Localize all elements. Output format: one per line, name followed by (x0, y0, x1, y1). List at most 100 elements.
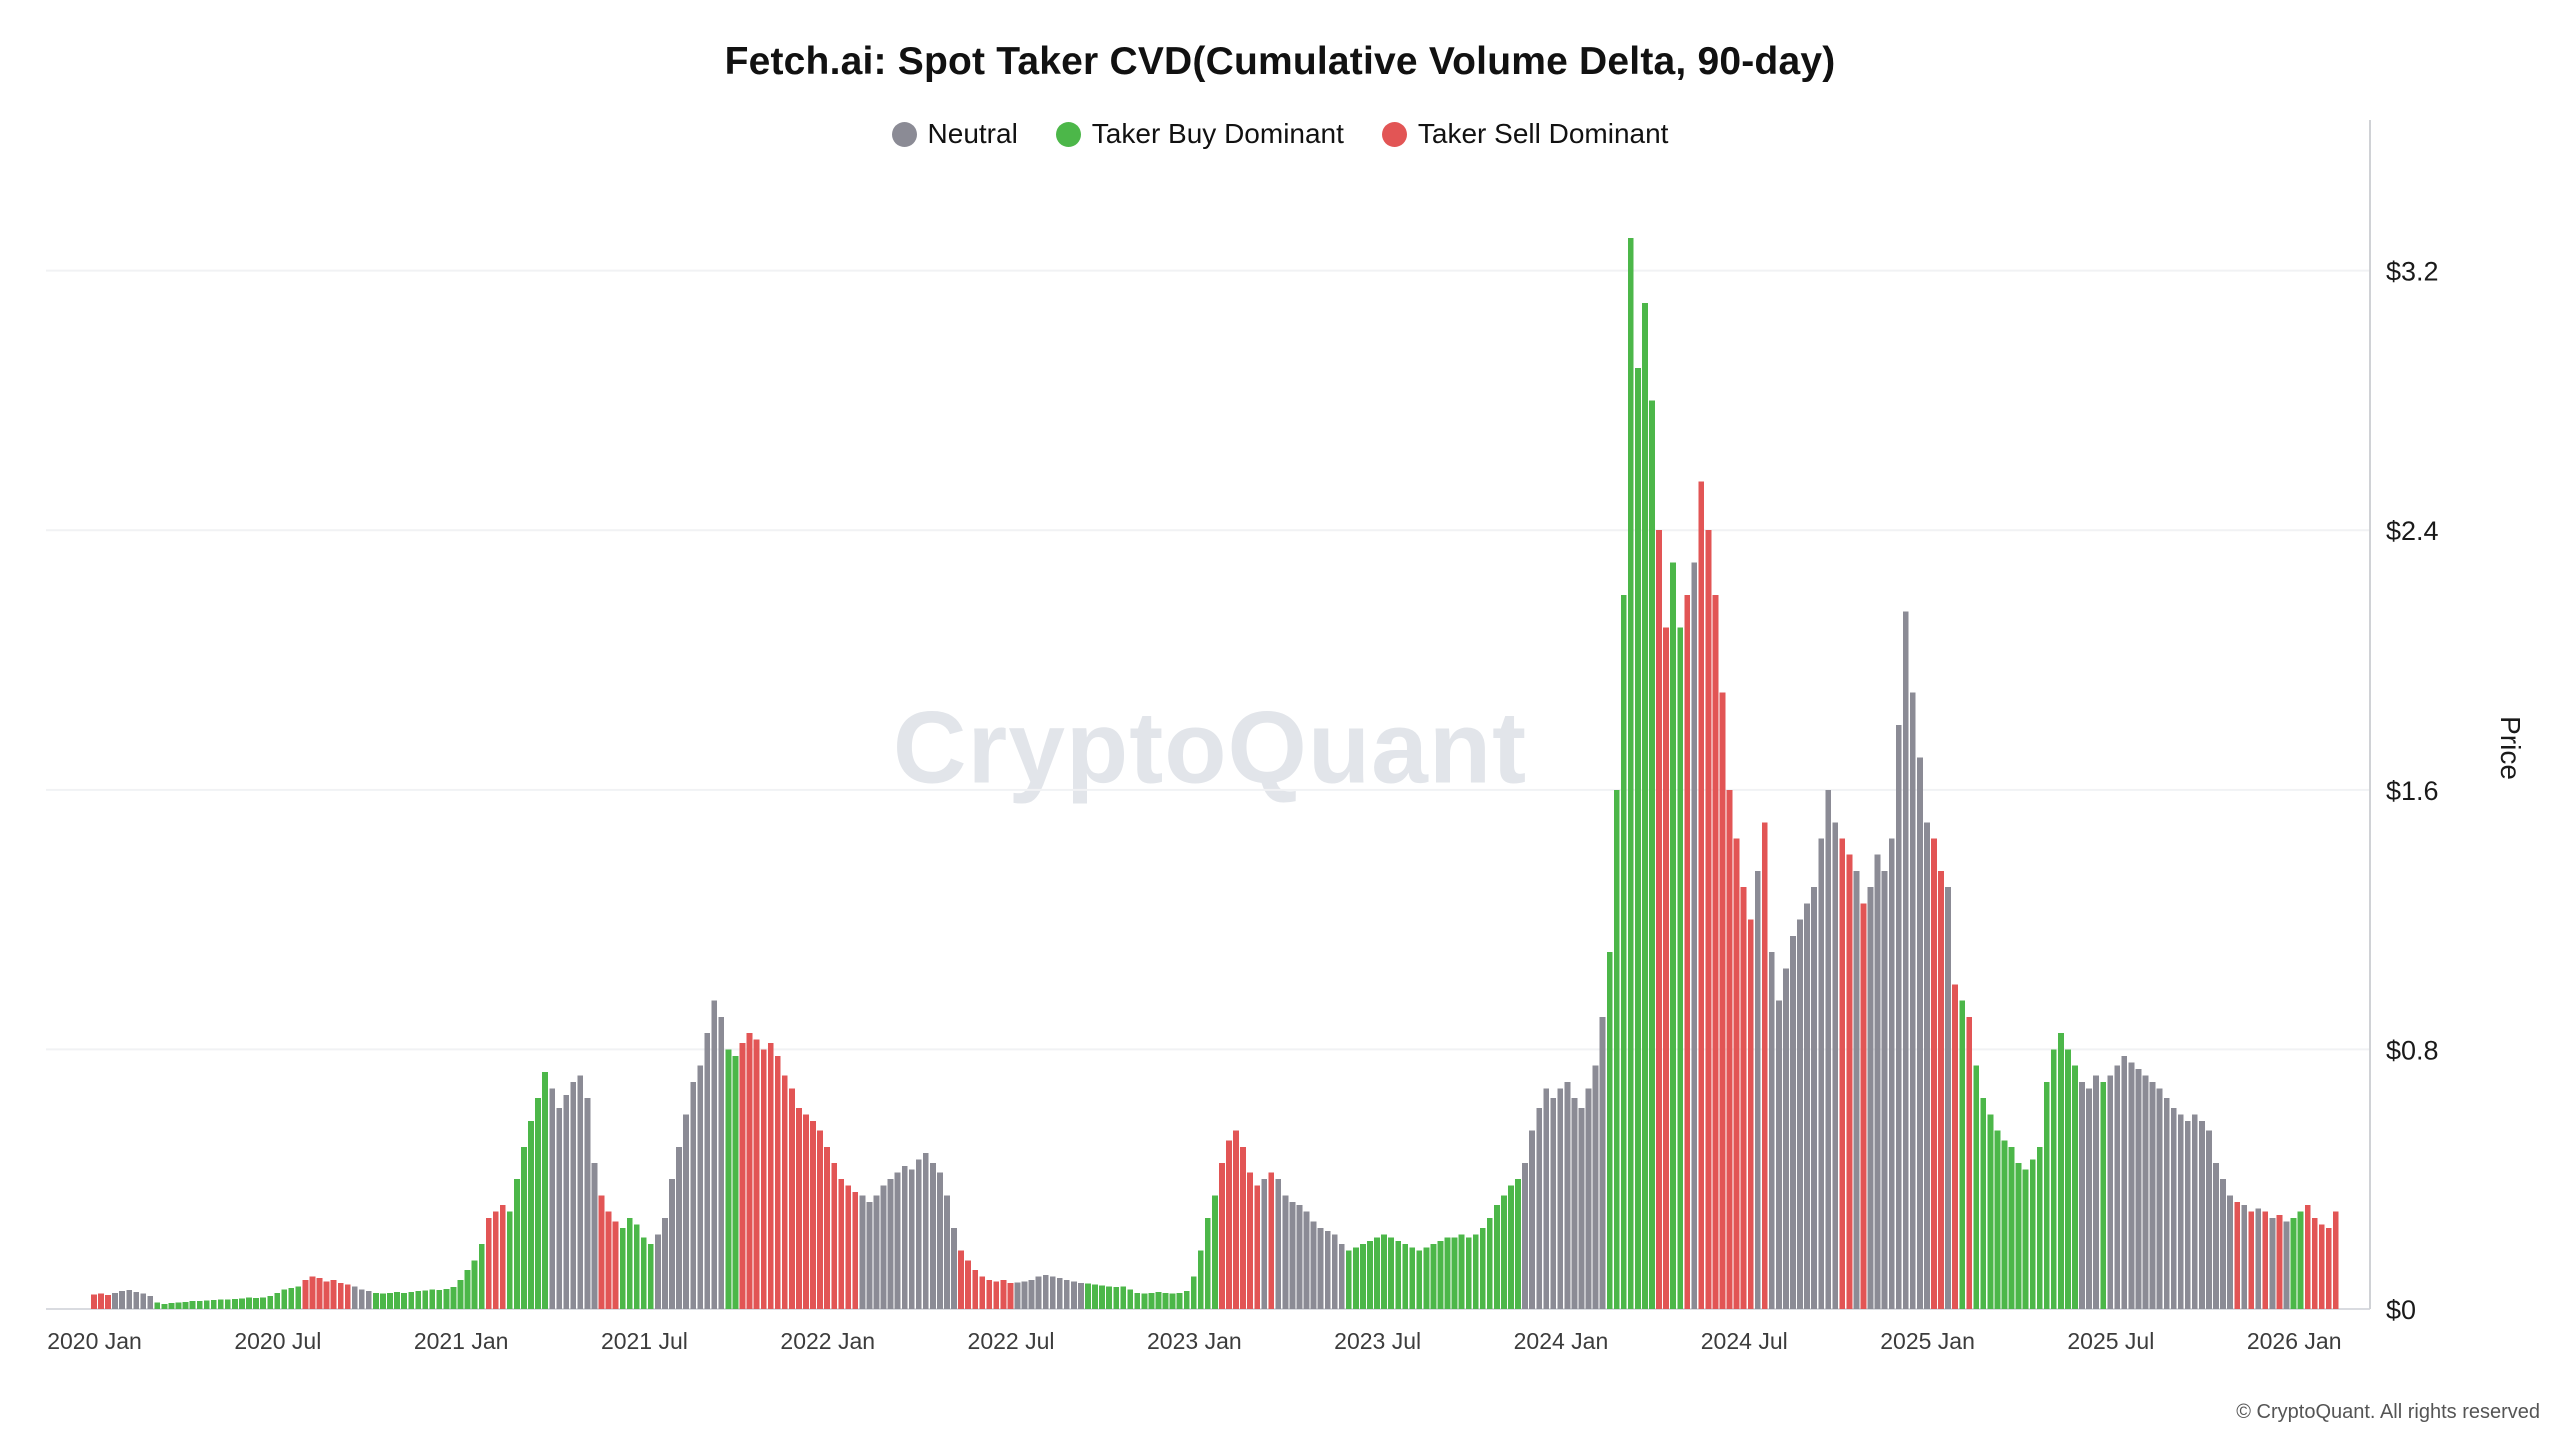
price-bar (119, 1291, 125, 1309)
price-bar (1268, 1172, 1275, 1309)
price-bar (817, 1130, 823, 1309)
price-bar (246, 1297, 252, 1309)
price-bar (1374, 1237, 1380, 1309)
price-bar (309, 1276, 316, 1309)
price-bar (380, 1293, 386, 1309)
y-tick-label: $0.8 (2386, 1035, 2439, 1065)
price-bar (1197, 1250, 1204, 1309)
price-bar (1254, 1185, 1261, 1309)
gridlines (46, 269, 2370, 1310)
price-bars (91, 238, 2339, 1310)
price-bar (2121, 1055, 2128, 1309)
legend-item-taker-buy-dominant[interactable]: Taker Buy Dominant (1055, 118, 1344, 150)
price-bar (873, 1195, 880, 1309)
price-bar (1726, 789, 1733, 1309)
y-tick-label: $3.2 (2386, 257, 2439, 287)
price-bar (1127, 1289, 1134, 1309)
price-bar (915, 1159, 922, 1309)
price-bar (337, 1283, 344, 1309)
price-bar (535, 1098, 541, 1309)
price-bar (1860, 903, 1867, 1309)
price-bar (401, 1292, 407, 1309)
taker-buy-dominant-dot-icon (1055, 121, 1081, 147)
price-bar (415, 1291, 422, 1309)
price-bar (1486, 1218, 1493, 1309)
price-bar (1388, 1237, 1395, 1309)
price-bar (1331, 1234, 1338, 1309)
price-bar (676, 1146, 682, 1309)
price-bar (1832, 822, 1839, 1309)
price-bar (1134, 1292, 1141, 1309)
price-bar (1754, 870, 1761, 1309)
price-bar (1479, 1227, 1486, 1309)
x-tick-label: 2024 Jul (1701, 1328, 1788, 1354)
price-bar (1402, 1244, 1409, 1309)
price-bar (2128, 1062, 2135, 1309)
price-bar (189, 1300, 196, 1309)
price-bar (1085, 1283, 1091, 1309)
price-bar (2199, 1120, 2205, 1309)
price-bar (1592, 1065, 1599, 1309)
price-bar (288, 1287, 295, 1309)
price-bar (1874, 854, 1881, 1309)
price-bar (1310, 1221, 1317, 1309)
price-bar (1775, 1000, 1782, 1309)
price-bar (1211, 1195, 1218, 1309)
price-bar (521, 1146, 527, 1309)
price-bar (1014, 1282, 1021, 1309)
price-bar (1747, 919, 1754, 1309)
price-bar (2206, 1130, 2212, 1309)
x-tick-label: 2026 Jan (2247, 1328, 2342, 1354)
price-bar (147, 1296, 154, 1309)
price-bar (443, 1288, 450, 1309)
price-bar (1536, 1107, 1543, 1309)
price-bar (2304, 1205, 2311, 1309)
price-bar (1768, 952, 1775, 1309)
chart-title: Fetch.ai: Spot Taker CVD(Cumulative Volu… (724, 40, 1836, 83)
price-bar (1599, 1016, 1606, 1309)
price-bar (1733, 838, 1740, 1309)
price-bar (1825, 789, 1832, 1309)
price-bar (422, 1290, 429, 1309)
price-bar (2241, 1205, 2248, 1309)
price-bar (1444, 1237, 1451, 1309)
price-bar (182, 1301, 189, 1309)
price-bar (810, 1120, 816, 1309)
price-bar (1028, 1279, 1035, 1309)
price-bar (1233, 1130, 1239, 1309)
price-bar (2311, 1218, 2318, 1309)
price-bar (958, 1250, 964, 1309)
price-bar (866, 1201, 873, 1309)
price-bar (1853, 870, 1860, 1309)
price-bar (323, 1281, 330, 1309)
price-bar (1839, 838, 1846, 1309)
legend-item-taker-sell-dominant[interactable]: Taker Sell Dominant (1381, 118, 1668, 150)
price-bar (133, 1292, 140, 1309)
legend-item-neutral[interactable]: Neutral (891, 118, 1018, 150)
price-bar (922, 1153, 929, 1309)
price-bar (1106, 1286, 1112, 1309)
price-bar (979, 1276, 986, 1309)
price-bar (803, 1114, 809, 1309)
price-bar (1797, 919, 1803, 1309)
price-bar (1790, 935, 1796, 1309)
price-bar (788, 1088, 795, 1309)
price-bar (154, 1302, 161, 1309)
price-bar (514, 1179, 520, 1309)
price-bar (2093, 1075, 2100, 1309)
price-bar (570, 1081, 577, 1309)
price-bar (1099, 1285, 1105, 1309)
price-bar (1240, 1146, 1246, 1309)
price-bar (485, 1218, 492, 1309)
price-bar (718, 1016, 725, 1309)
price-bar (1352, 1247, 1359, 1309)
price-bar (175, 1302, 182, 1309)
price-bar (1515, 1179, 1521, 1309)
price-bar (1931, 838, 1937, 1309)
price-bar (2170, 1107, 2177, 1309)
price-bar (2107, 1075, 2114, 1309)
price-bar (2135, 1068, 2142, 1309)
price-bar (1493, 1205, 1500, 1309)
price-bar (2234, 1201, 2241, 1309)
